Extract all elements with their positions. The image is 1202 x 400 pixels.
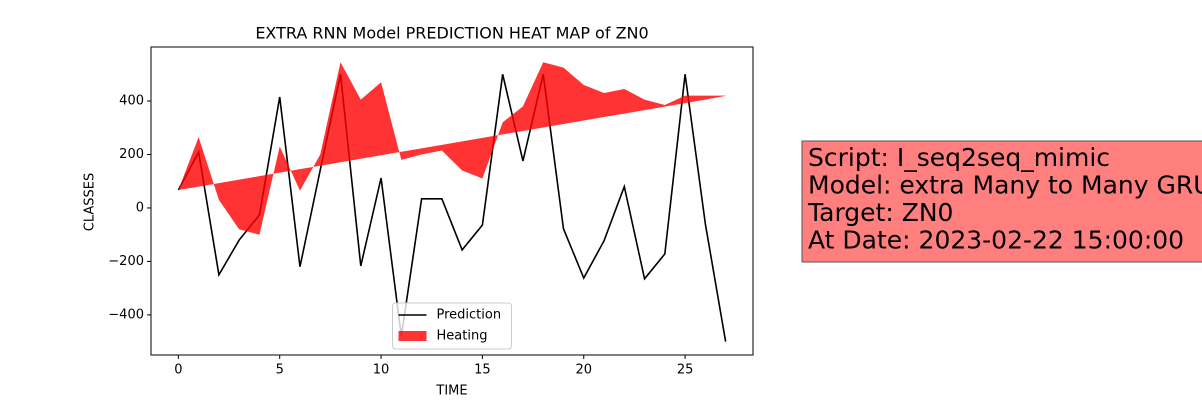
x-tick-label: 10 <box>373 363 390 378</box>
annotation-line: At Date: 2023-02-22 15:00:00 <box>808 226 1184 255</box>
y-tick-label: −400 <box>108 307 144 322</box>
plot-frame <box>150 46 754 356</box>
x-tick-label: 5 <box>276 363 284 378</box>
x-tick-label: 20 <box>575 363 592 378</box>
x-tick-label: 15 <box>474 363 491 378</box>
y-tick-label: 400 <box>119 94 144 109</box>
heat-area <box>178 62 726 235</box>
annotation-box <box>801 140 1202 263</box>
legend-label: Prediction <box>437 308 502 323</box>
x-tick-label: 0 <box>174 363 182 378</box>
x-axis-label: TIME <box>435 384 467 399</box>
y-tick-label: 0 <box>136 200 144 215</box>
annotation-line: Model: extra Many to Many GRU <box>808 171 1202 200</box>
x-tick-label: 25 <box>677 363 694 378</box>
y-tick-label: −200 <box>108 254 144 269</box>
y-axis-label: CLASSES <box>83 173 98 231</box>
prediction-line <box>177 74 727 342</box>
annotation-line: Target: ZN0 <box>807 198 953 227</box>
chart-title: EXTRA RNN Model PREDICTION HEAT MAP of Z… <box>255 24 648 43</box>
y-tick-label: 200 <box>119 147 144 162</box>
annotation-line: Script: I_seq2seq_mimic <box>808 143 1110 172</box>
legend-label: Heating <box>437 329 488 344</box>
legend-swatch <box>398 331 427 341</box>
